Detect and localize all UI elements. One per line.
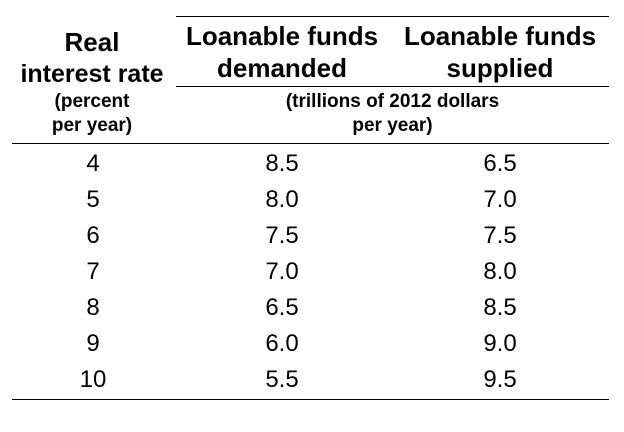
table-row: 8 6.5 8.5 xyxy=(0,290,624,326)
demanded-cell: 8.0 xyxy=(265,186,299,213)
table-body: 4 8.5 6.5 5 8.0 7.0 6 7.5 7.5 7 7.0 8.0 … xyxy=(0,146,624,398)
rate-header-line2: interest rate xyxy=(20,60,164,88)
demanded-cell: 6.5 xyxy=(265,294,299,321)
supplied-header-line2: supplied xyxy=(446,53,554,83)
demanded-header-line1: Loanable funds xyxy=(185,21,379,51)
supplied-cell: 9.5 xyxy=(483,366,517,393)
table-row: 4 8.5 6.5 xyxy=(0,146,624,182)
demanded-cell: 5.5 xyxy=(265,366,299,393)
demanded-cell: 6.0 xyxy=(265,330,299,357)
funds-header-rule xyxy=(176,86,609,87)
supplied-cell: 6.5 xyxy=(483,150,517,177)
table-row: 5 8.0 7.0 xyxy=(0,182,624,218)
rate-unit-line2: per year) xyxy=(51,115,133,136)
header-bottom-rule xyxy=(12,143,609,144)
demanded-cell: 7.5 xyxy=(265,222,299,249)
rate-header-line1: Real xyxy=(64,27,120,57)
rate-cell: 10 xyxy=(79,366,107,393)
rate-unit-line1: (percent xyxy=(54,91,130,112)
bottom-rule xyxy=(12,399,609,400)
table-row: 6 7.5 7.5 xyxy=(0,218,624,254)
table-row: 10 5.5 9.5 xyxy=(0,362,624,398)
rate-cell: 4 xyxy=(86,150,100,177)
rate-cell: 5 xyxy=(86,186,100,213)
supplied-cell: 8.5 xyxy=(483,294,517,321)
supplied-cell: 7.0 xyxy=(483,186,517,213)
funds-unit-line2: per year) xyxy=(352,115,433,136)
supplied-cell: 7.5 xyxy=(483,222,517,249)
rate-cell: 9 xyxy=(86,330,100,357)
funds-unit-line1: (trillions of 2012 dollars xyxy=(285,91,500,112)
supplied-cell: 9.0 xyxy=(483,330,517,357)
top-rule xyxy=(176,16,609,17)
demanded-cell: 8.5 xyxy=(265,150,299,177)
supplied-header-line1: Loanable funds xyxy=(403,21,597,51)
demanded-header-line2: demanded xyxy=(216,53,348,83)
demanded-cell: 7.0 xyxy=(265,258,299,285)
table-row: 9 6.0 9.0 xyxy=(0,326,624,362)
rate-cell: 7 xyxy=(86,258,100,285)
rate-cell: 8 xyxy=(86,294,100,321)
table-row: 7 7.0 8.0 xyxy=(0,254,624,290)
rate-cell: 6 xyxy=(86,222,100,249)
supplied-cell: 8.0 xyxy=(483,258,517,285)
